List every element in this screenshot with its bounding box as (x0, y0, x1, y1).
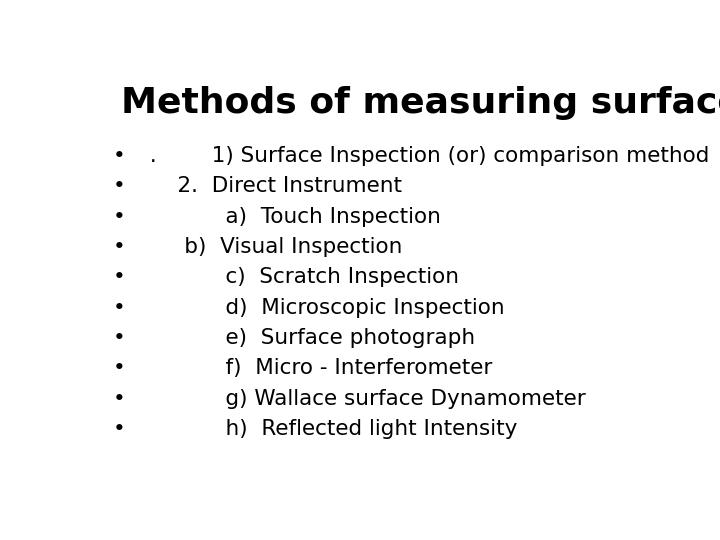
Text: a)  Touch Inspection: a) Touch Inspection (143, 207, 441, 227)
Text: •: • (112, 267, 125, 287)
Text: b)  Visual Inspection: b) Visual Inspection (143, 237, 402, 257)
Text: Methods of measuring surface finish: Methods of measuring surface finish (121, 85, 720, 119)
Text: •: • (112, 298, 125, 318)
Text: •: • (112, 419, 125, 439)
Text: •: • (112, 237, 125, 257)
Text: •: • (112, 328, 125, 348)
Text: d)  Microscopic Inspection: d) Microscopic Inspection (143, 298, 505, 318)
Text: h)  Reflected light Intensity: h) Reflected light Intensity (143, 419, 518, 439)
Text: c)  Scratch Inspection: c) Scratch Inspection (143, 267, 459, 287)
Text: •: • (112, 389, 125, 409)
Text: .        1) Surface Inspection (or) comparison method: . 1) Surface Inspection (or) comparison … (143, 146, 709, 166)
Text: g) Wallace surface Dynamometer: g) Wallace surface Dynamometer (143, 389, 586, 409)
Text: e)  Surface photograph: e) Surface photograph (143, 328, 475, 348)
Text: f)  Micro - Interferometer: f) Micro - Interferometer (143, 359, 492, 379)
Text: 2.  Direct Instrument: 2. Direct Instrument (143, 176, 402, 196)
Text: •: • (112, 146, 125, 166)
Text: •: • (112, 359, 125, 379)
Text: •: • (112, 176, 125, 196)
Text: •: • (112, 207, 125, 227)
